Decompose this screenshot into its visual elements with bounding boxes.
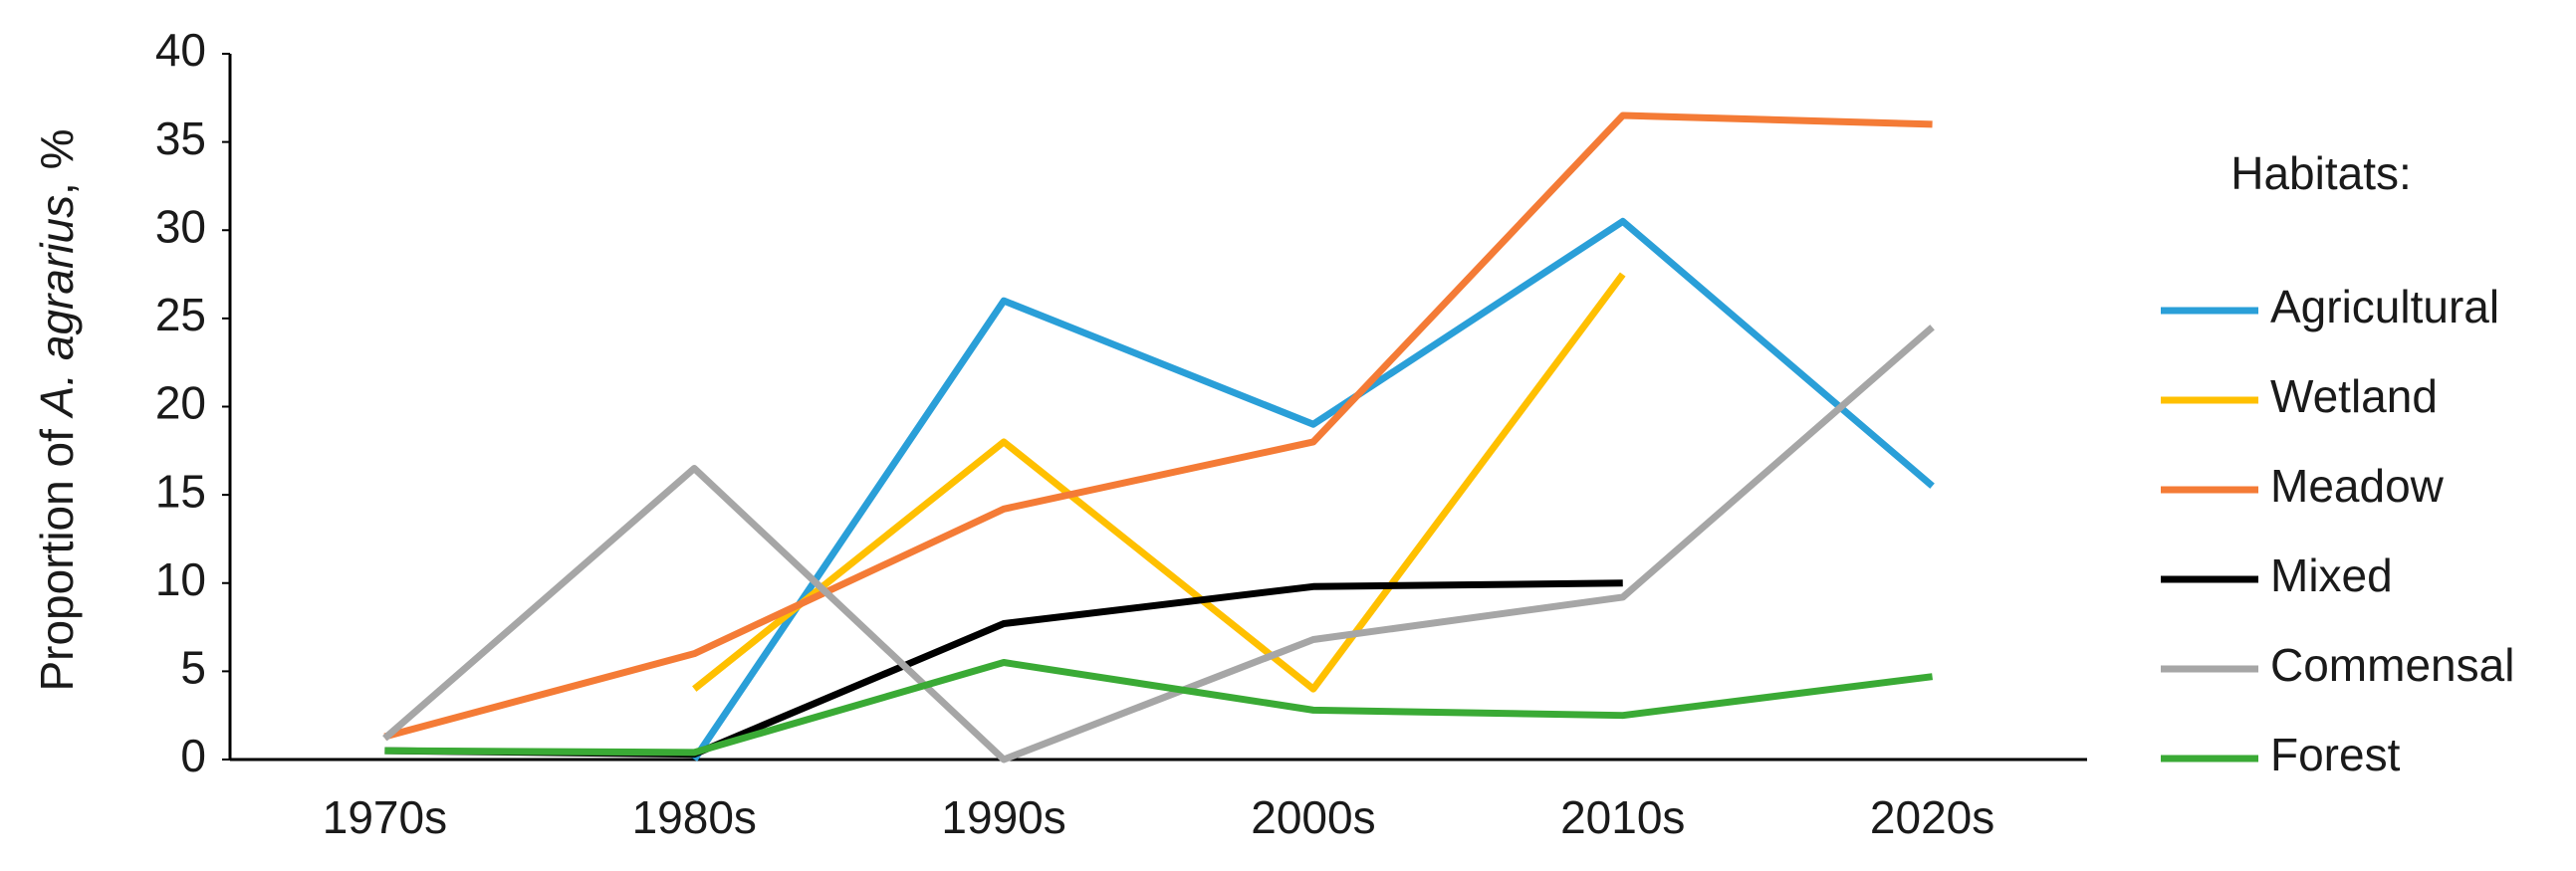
legend-label: Mixed xyxy=(2270,549,2393,601)
series-line xyxy=(692,272,1626,693)
y-tick-label: 25 xyxy=(155,289,206,340)
y-tick-label: 40 xyxy=(155,24,206,76)
series-line xyxy=(384,579,1623,759)
legend-label: Commensal xyxy=(2270,639,2514,691)
x-tick-label: 1970s xyxy=(323,791,447,843)
series-line xyxy=(384,659,1934,757)
series-line xyxy=(383,111,1933,741)
y-label-part: , % xyxy=(31,128,83,194)
y-tick-label: 35 xyxy=(155,112,206,164)
y-label-part: Proportion of xyxy=(31,416,83,691)
y-tick-label: 20 xyxy=(155,377,206,429)
series-line xyxy=(382,325,1935,763)
legend-label: Agricultural xyxy=(2270,281,2499,332)
y-tick-label: 30 xyxy=(155,200,206,252)
series-line xyxy=(691,217,1935,762)
x-tick-label: 2010s xyxy=(1560,791,1685,843)
y-tick-label: 15 xyxy=(155,465,206,517)
x-tick-label: 1980s xyxy=(632,791,757,843)
legend-title: Habitats: xyxy=(2230,147,2412,199)
y-tick-label: 10 xyxy=(155,553,206,605)
legend-label: Wetland xyxy=(2270,370,2438,422)
legend-label: Forest xyxy=(2270,729,2401,780)
x-tick-label: 2020s xyxy=(1870,791,1994,843)
y-label-part: A. agrarius xyxy=(31,195,83,419)
y-tick-label: 5 xyxy=(180,642,206,694)
x-tick-label: 2000s xyxy=(1251,791,1375,843)
x-tick-label: 1990s xyxy=(941,791,1065,843)
y-tick-label: 0 xyxy=(180,730,206,781)
legend-label: Meadow xyxy=(2270,460,2445,512)
y-axis-label: Proportion of A. agrarius, % xyxy=(31,128,83,691)
